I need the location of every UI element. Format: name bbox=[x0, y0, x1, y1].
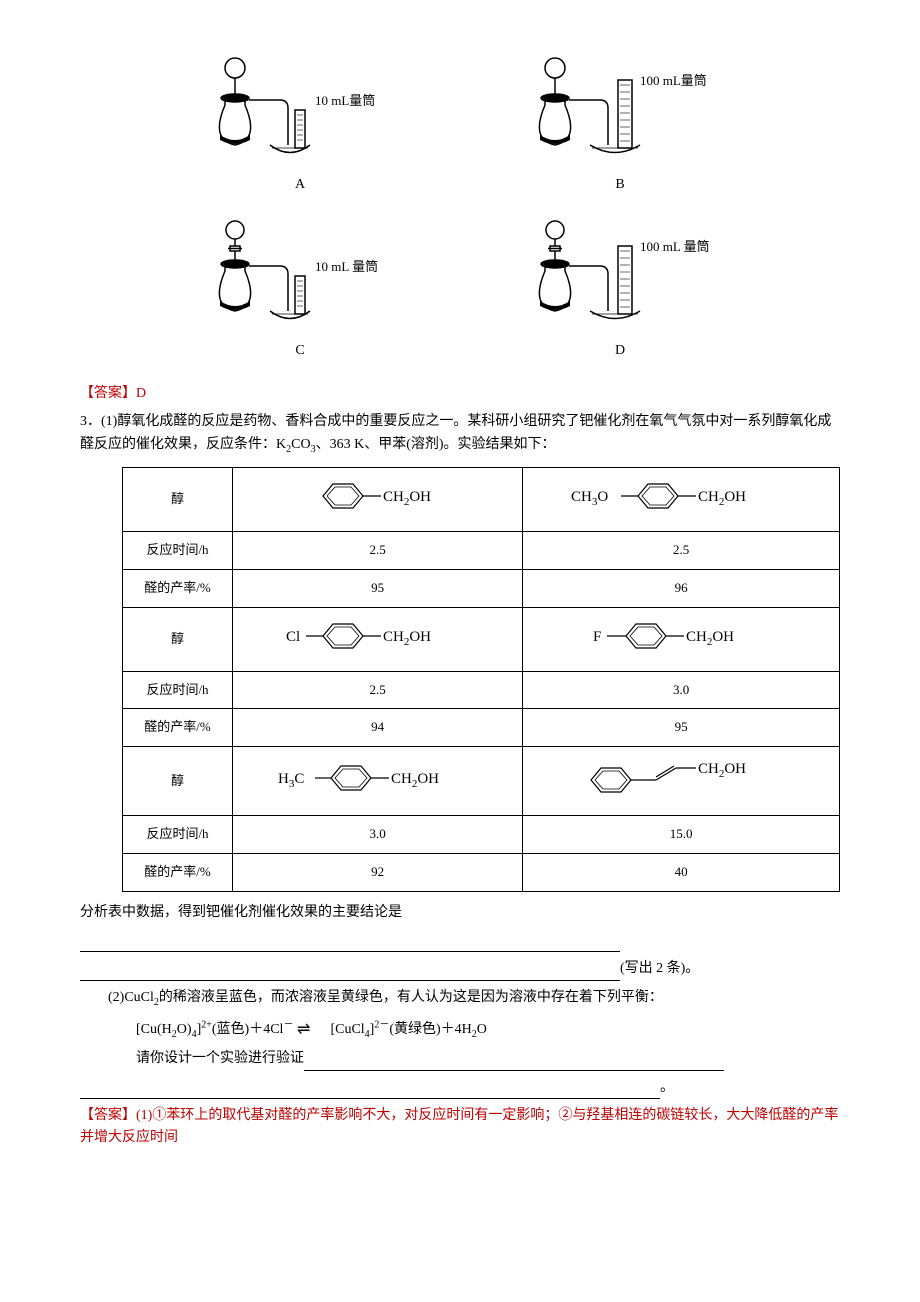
row-label-alcohol-3: 醇 bbox=[123, 747, 233, 816]
diagram-label-C: C bbox=[160, 340, 440, 362]
row-label-time-3: 反应时间/h bbox=[123, 815, 233, 853]
answer-3: 【答案】(1)①苯环上的取代基对醛的产率影响不大，对反应时间有一定影响；②与羟基… bbox=[80, 1105, 840, 1150]
svg-text:CH2OH: CH2OH bbox=[686, 629, 734, 648]
q3-part2-lead: (2)CuCl2的稀溶液呈蓝色，而浓溶液呈黄绿色，有人认为这是因为溶液中存在着下… bbox=[108, 987, 840, 1011]
tail-note: (写出 2 条)。 bbox=[620, 961, 699, 976]
cell-time-3: 2.5 bbox=[233, 671, 523, 709]
cell-yield-5: 92 bbox=[233, 853, 523, 891]
cell-alcohol-1: CH2OH bbox=[233, 468, 523, 532]
fluoro-benzyl-alcohol-icon: F CH2OH bbox=[581, 616, 781, 656]
blank-line-3: 。 bbox=[80, 1077, 840, 1099]
benzyl-alcohol-icon: CH2OH bbox=[293, 476, 463, 516]
diagram-label-D: D bbox=[480, 340, 760, 362]
row-label-time-2: 反应时间/h bbox=[123, 671, 233, 709]
diagram-B: 100 mL量筒 B bbox=[480, 50, 760, 196]
catalysis-data-table: 醇 CH2OH CH3O CH2OH bbox=[122, 467, 840, 891]
cyl-label-C: 10 mL 量筒 bbox=[315, 259, 378, 274]
cell-time-4: 3.0 bbox=[523, 671, 840, 709]
answer-label: 【答案】 bbox=[80, 1108, 136, 1123]
cell-yield-1: 95 bbox=[233, 569, 523, 607]
svg-text:CH3O: CH3O bbox=[571, 489, 608, 508]
blank-line-2: (写出 2 条)。 bbox=[80, 958, 840, 980]
apparatus-diagram-grid: 10 mL量筒 A bbox=[160, 50, 760, 363]
question-3-stem: 3．(1)醇氧化成醛的反应是药物、香料合成中的重要反应之一。某科研小组研究了钯催… bbox=[80, 411, 840, 457]
methyl-benzyl-alcohol-icon: H3C CH2OH bbox=[273, 758, 483, 798]
q3-num: 3． bbox=[80, 414, 101, 429]
cell-alcohol-3: Cl CH2OH bbox=[233, 607, 523, 671]
svg-text:CH2OH: CH2OH bbox=[698, 489, 746, 508]
svg-text:CH2OH: CH2OH bbox=[383, 489, 431, 508]
cell-time-2: 2.5 bbox=[523, 532, 840, 570]
cyl-label-A: 10 mL量筒 bbox=[315, 93, 375, 108]
cell-yield-4: 95 bbox=[523, 709, 840, 747]
cell-time-1: 2.5 bbox=[233, 532, 523, 570]
apparatus-svg-D: 100 mL 量筒 bbox=[500, 216, 740, 336]
data-table-wrap: 醇 CH2OH CH3O CH2OH bbox=[122, 467, 840, 891]
svg-text:H3C: H3C bbox=[278, 771, 304, 790]
q3-part2-ask: 请你设计一个实验进行验证 bbox=[136, 1048, 840, 1070]
apparatus-svg-A: 10 mL量筒 bbox=[180, 50, 420, 170]
row-label-alcohol-1: 醇 bbox=[123, 468, 233, 532]
svg-text:CH2OH: CH2OH bbox=[698, 761, 746, 780]
cell-yield-2: 96 bbox=[523, 569, 840, 607]
answer-3-text: (1)①苯环上的取代基对醛的产率影响不大，对反应时间有一定影响；②与羟基相连的碳… bbox=[80, 1108, 838, 1145]
apparatus-svg-B: 100 mL量筒 bbox=[500, 50, 740, 170]
row-label-yield-2: 醛的产率/% bbox=[123, 709, 233, 747]
svg-text:Cl: Cl bbox=[286, 629, 300, 645]
diagram-D: 100 mL 量筒 D bbox=[480, 216, 760, 362]
cell-alcohol-5: H3C CH2OH bbox=[233, 747, 523, 816]
row-label-yield-3: 醛的产率/% bbox=[123, 853, 233, 891]
svg-text:CH2OH: CH2OH bbox=[391, 771, 439, 790]
answer-2: 【答案】D bbox=[80, 383, 840, 405]
cell-yield-6: 40 bbox=[523, 853, 840, 891]
cell-alcohol-6: CH2OH bbox=[523, 747, 840, 816]
methoxy-benzyl-alcohol-icon: CH3O CH2OH bbox=[566, 476, 796, 516]
phenyl-propenol-icon: CH2OH bbox=[571, 755, 791, 800]
cyl-label-D: 100 mL 量筒 bbox=[640, 239, 710, 254]
row-label-alcohol-2: 醇 bbox=[123, 607, 233, 671]
analysis-lead: 分析表中数据，得到钯催化剂催化效果的主要结论是 bbox=[80, 902, 840, 924]
diagram-label-A: A bbox=[160, 174, 440, 196]
row-label-time-1: 反应时间/h bbox=[123, 532, 233, 570]
cell-time-6: 15.0 bbox=[523, 815, 840, 853]
cell-alcohol-4: F CH2OH bbox=[523, 607, 840, 671]
equilibrium-arrow-icon bbox=[297, 1017, 327, 1043]
cell-yield-3: 94 bbox=[233, 709, 523, 747]
diagram-label-B: B bbox=[480, 174, 760, 196]
cell-time-5: 3.0 bbox=[233, 815, 523, 853]
svg-text:CH2OH: CH2OH bbox=[383, 629, 431, 648]
equilibrium-equation: [Cu(H2O)4]2+(蓝色)＋4Cl－ [CuCl4]2－(黄绿色)＋4H2… bbox=[136, 1017, 840, 1043]
diagram-A: 10 mL量筒 A bbox=[160, 50, 440, 196]
diagram-C: 10 mL 量筒 C bbox=[160, 216, 440, 362]
cyl-label-B: 100 mL量筒 bbox=[640, 73, 707, 88]
apparatus-svg-C: 10 mL 量筒 bbox=[180, 216, 420, 336]
cell-alcohol-2: CH3O CH2OH bbox=[523, 468, 840, 532]
row-label-yield-1: 醛的产率/% bbox=[123, 569, 233, 607]
chloro-benzyl-alcohol-icon: Cl CH2OH bbox=[278, 616, 478, 656]
svg-text:F: F bbox=[593, 629, 601, 645]
blank-line-1 bbox=[80, 930, 840, 952]
